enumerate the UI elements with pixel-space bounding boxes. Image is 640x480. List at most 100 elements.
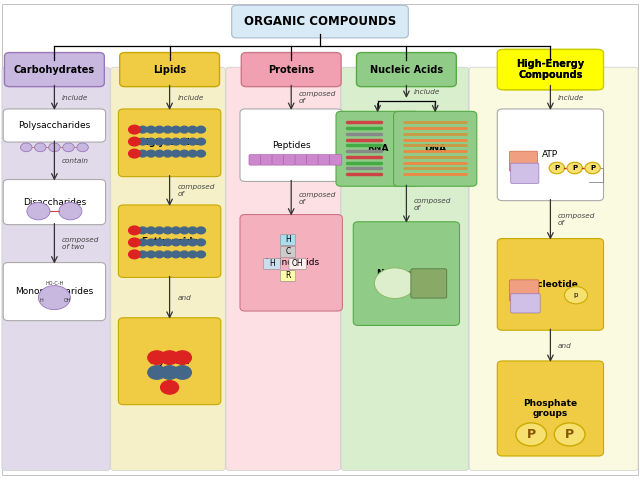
Circle shape [585, 162, 600, 174]
Circle shape [20, 143, 32, 152]
FancyBboxPatch shape [469, 67, 638, 470]
Circle shape [38, 286, 70, 310]
Text: OH: OH [63, 298, 71, 302]
Text: composed
of: composed of [558, 213, 595, 226]
Circle shape [148, 366, 166, 379]
Circle shape [161, 381, 179, 394]
FancyBboxPatch shape [497, 49, 604, 90]
Circle shape [138, 138, 147, 145]
Text: HO-C-H: HO-C-H [45, 281, 63, 286]
Circle shape [163, 126, 172, 133]
FancyBboxPatch shape [4, 52, 104, 86]
Text: OH: OH [292, 260, 303, 268]
Text: High-Energy
Compounds: High-Energy Compounds [516, 59, 584, 80]
FancyBboxPatch shape [318, 155, 330, 165]
Text: RNA: RNA [367, 144, 388, 153]
Circle shape [155, 239, 164, 246]
Text: Phosphate
groups: Phosphate groups [524, 399, 577, 418]
Circle shape [138, 126, 147, 133]
FancyBboxPatch shape [497, 109, 604, 201]
Circle shape [49, 143, 60, 152]
FancyBboxPatch shape [341, 67, 468, 470]
Circle shape [147, 239, 156, 246]
FancyBboxPatch shape [497, 361, 604, 456]
Text: C: C [285, 248, 291, 256]
FancyBboxPatch shape [295, 155, 307, 165]
Circle shape [129, 125, 140, 134]
FancyBboxPatch shape [394, 111, 477, 186]
Circle shape [161, 351, 179, 364]
Text: Nucleic Acids: Nucleic Acids [370, 65, 443, 74]
Text: H: H [285, 236, 291, 244]
FancyBboxPatch shape [511, 163, 539, 183]
Text: Amino acids: Amino acids [264, 258, 319, 267]
Circle shape [180, 138, 189, 145]
Text: include: include [414, 89, 440, 95]
FancyBboxPatch shape [120, 52, 220, 86]
Circle shape [172, 138, 180, 145]
Text: H: H [269, 260, 275, 268]
FancyBboxPatch shape [240, 109, 342, 181]
FancyBboxPatch shape [509, 151, 538, 171]
Circle shape [173, 366, 191, 379]
Circle shape [155, 138, 164, 145]
FancyBboxPatch shape [249, 155, 261, 165]
Circle shape [155, 227, 164, 234]
FancyBboxPatch shape [497, 239, 604, 330]
Text: contain: contain [62, 158, 89, 164]
Text: Triglycerides: Triglycerides [137, 138, 202, 147]
Text: Lipids: Lipids [153, 65, 186, 74]
Circle shape [129, 149, 140, 158]
Circle shape [172, 239, 180, 246]
Text: ORGANIC COMPOUNDS: ORGANIC COMPOUNDS [244, 15, 396, 28]
Text: include: include [558, 95, 584, 101]
FancyBboxPatch shape [511, 294, 540, 313]
Circle shape [180, 227, 189, 234]
Text: and: and [558, 343, 572, 348]
Text: P: P [590, 165, 595, 171]
Circle shape [129, 238, 140, 247]
FancyBboxPatch shape [3, 109, 106, 142]
Circle shape [163, 227, 172, 234]
Text: include: include [62, 95, 88, 101]
Circle shape [161, 366, 179, 379]
FancyBboxPatch shape [3, 263, 106, 321]
Circle shape [188, 150, 197, 157]
Circle shape [172, 251, 180, 258]
Circle shape [138, 227, 147, 234]
Circle shape [147, 227, 156, 234]
Text: Polysaccharides: Polysaccharides [19, 121, 90, 130]
FancyBboxPatch shape [260, 155, 273, 165]
Circle shape [196, 239, 205, 246]
Circle shape [129, 226, 140, 235]
FancyBboxPatch shape [353, 222, 460, 325]
Text: P: P [565, 428, 574, 441]
Circle shape [155, 126, 164, 133]
Text: ATP: ATP [542, 150, 559, 159]
Text: Monosaccharides: Monosaccharides [15, 287, 93, 296]
Text: composed
of: composed of [299, 91, 336, 104]
Circle shape [155, 150, 164, 157]
Circle shape [147, 126, 156, 133]
Circle shape [138, 251, 147, 258]
Circle shape [163, 251, 172, 258]
Circle shape [35, 143, 46, 152]
FancyBboxPatch shape [336, 111, 419, 186]
Circle shape [188, 239, 197, 246]
FancyBboxPatch shape [272, 155, 284, 165]
Circle shape [77, 143, 88, 152]
Text: Nucleotide: Nucleotide [523, 280, 578, 289]
Circle shape [129, 250, 140, 259]
Circle shape [172, 150, 180, 157]
Circle shape [27, 203, 50, 220]
Circle shape [374, 268, 415, 299]
Text: Glycerol: Glycerol [148, 357, 191, 366]
Text: P: P [572, 165, 577, 171]
FancyBboxPatch shape [356, 52, 456, 86]
Circle shape [155, 251, 164, 258]
Circle shape [188, 227, 197, 234]
Text: P: P [554, 165, 559, 171]
Circle shape [180, 150, 189, 157]
Circle shape [138, 150, 147, 157]
Circle shape [59, 203, 82, 220]
